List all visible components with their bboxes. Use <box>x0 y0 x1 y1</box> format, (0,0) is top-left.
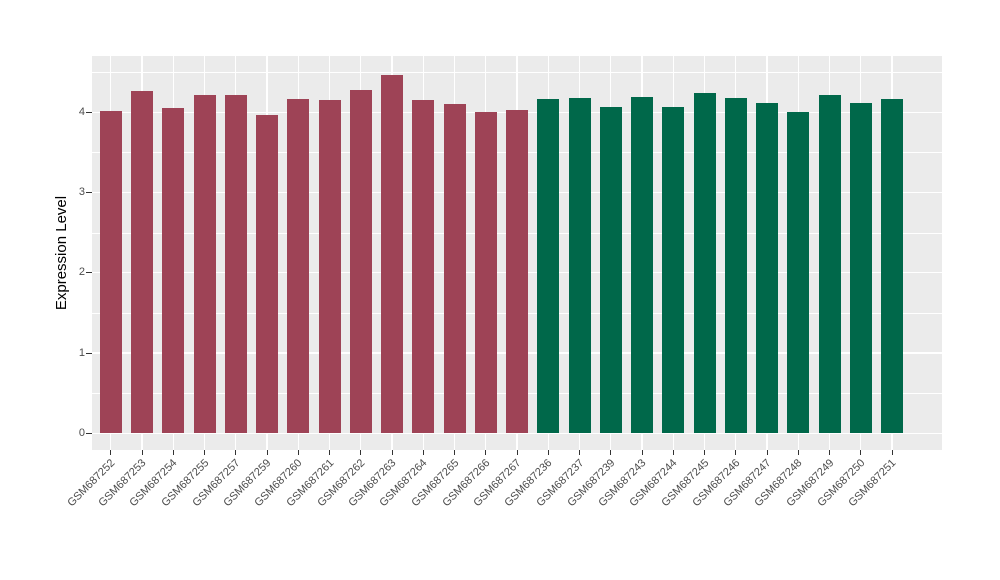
bar-GSM687243 <box>631 97 653 434</box>
bar-GSM687267 <box>506 109 528 434</box>
y-axis-tick <box>86 352 92 354</box>
x-axis-tick <box>391 450 393 455</box>
x-axis-tick <box>329 450 331 455</box>
x-axis-tick <box>829 450 831 455</box>
plot-panel <box>92 56 942 450</box>
y-axis-tick <box>86 272 92 274</box>
x-axis-tick <box>110 450 112 455</box>
x-axis-tick <box>422 450 424 455</box>
y-axis-tick <box>86 111 92 113</box>
x-axis-tick <box>579 450 581 455</box>
y-axis-tick-label: 0 <box>78 426 85 439</box>
bar-GSM687262 <box>349 89 372 434</box>
bar-GSM687260 <box>287 99 310 434</box>
bar-GSM687237 <box>568 97 591 434</box>
bar-GSM687236 <box>537 99 560 434</box>
x-axis-tick <box>860 450 862 455</box>
bar-GSM687265 <box>443 104 466 434</box>
y-axis-tick <box>86 192 92 194</box>
bar-GSM687239 <box>599 106 622 434</box>
y-axis-tick-label: 2 <box>78 266 85 279</box>
x-axis-tick <box>141 450 143 455</box>
x-axis-tick <box>297 450 299 455</box>
bar-GSM687264 <box>412 100 435 434</box>
x-axis-tick <box>797 450 799 455</box>
bar-GSM687255 <box>193 95 216 434</box>
y-axis-tick-label: 3 <box>78 186 85 199</box>
x-axis-tick <box>704 450 706 455</box>
y-axis-tick-label: 4 <box>78 105 85 118</box>
bar-GSM687245 <box>693 93 716 434</box>
bar-GSM687259 <box>256 114 278 434</box>
x-axis-tick <box>360 450 362 455</box>
x-axis-tick <box>547 450 549 455</box>
bar-GSM687261 <box>318 100 341 434</box>
bar-GSM687244 <box>662 106 685 434</box>
x-axis-tick <box>516 450 518 455</box>
bar-GSM687257 <box>224 95 247 434</box>
bar-GSM687247 <box>756 103 778 434</box>
x-axis-tick <box>891 450 893 455</box>
x-axis-tick <box>235 450 237 455</box>
x-axis-tick <box>485 450 487 455</box>
bar-GSM687263 <box>381 74 403 434</box>
bar-GSM687253 <box>131 90 153 434</box>
bar-GSM687266 <box>474 112 497 434</box>
bar-GSM687248 <box>787 112 810 434</box>
y-axis-tick <box>86 432 92 434</box>
bar-GSM687249 <box>818 95 841 434</box>
bar-GSM687246 <box>724 97 747 434</box>
x-axis-tick <box>766 450 768 455</box>
bar-GSM687254 <box>162 108 185 434</box>
bar-GSM687252 <box>99 110 122 434</box>
x-axis-tick <box>172 450 174 455</box>
x-axis-tick <box>735 450 737 455</box>
x-axis-tick <box>610 450 612 455</box>
x-axis-tick <box>266 450 268 455</box>
x-axis-tick <box>454 450 456 455</box>
y-axis-tick-label: 1 <box>78 346 85 359</box>
x-axis-tick <box>672 450 674 455</box>
bar-GSM687251 <box>881 98 903 434</box>
bar-GSM687250 <box>849 103 872 434</box>
x-axis-tick <box>204 450 206 455</box>
y-axis-title: Expression Level <box>53 195 70 311</box>
x-axis-tick <box>641 450 643 455</box>
